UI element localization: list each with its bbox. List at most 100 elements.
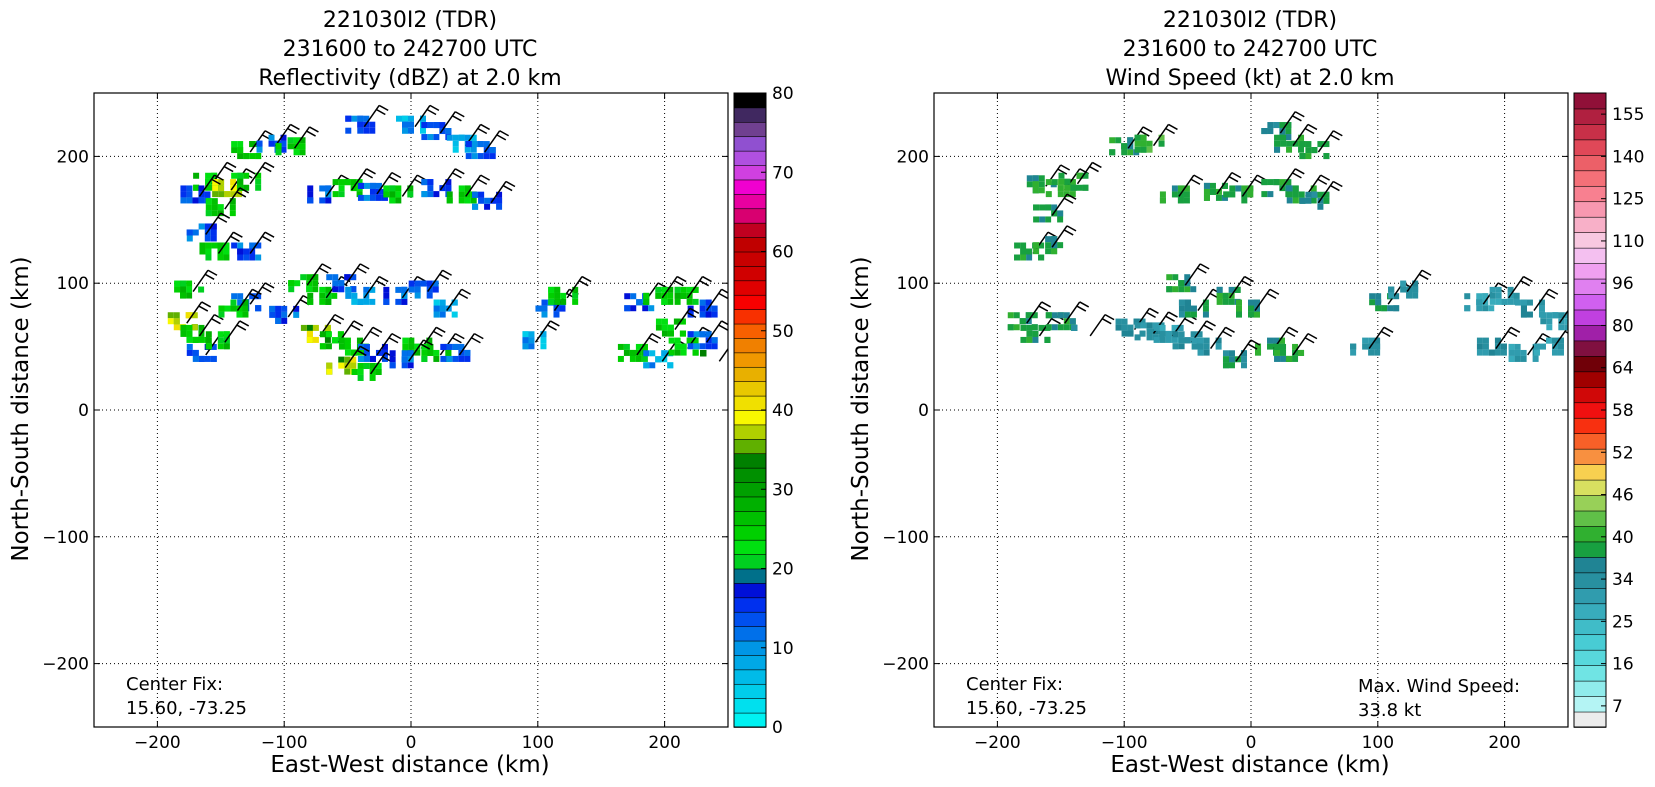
wind-colorbar-tick-label: 96: [1612, 274, 1634, 294]
reflectivity-echo-0-17: [472, 180, 516, 210]
wind-echo-1-10: [1178, 288, 1223, 318]
wind-colorbar-segment: [1573, 185, 1607, 203]
wind-colorbar-segment: [1573, 448, 1607, 465]
wind-colorbar-segment: [1573, 139, 1607, 156]
wind-colorbar-segment: [1573, 247, 1607, 264]
reflectivity-echo-0-21: [446, 123, 490, 153]
reflectivity-echo-0-15: [421, 168, 465, 198]
reflectivity-x-axis-label: East-West distance (km): [270, 752, 549, 778]
reflectivity-colorbar-segment: [733, 697, 767, 714]
reflectivity-echo-0-19: [396, 104, 440, 134]
reflectivity-colorbar-tick-label: 20: [772, 560, 794, 580]
wind-colorbar-segment: [1573, 432, 1607, 450]
wind-x-tick-label: 100: [1362, 733, 1394, 753]
reflectivity-echo-0-10: [231, 231, 275, 261]
reflectivity-colorbar-segment: [733, 467, 767, 483]
reflectivity-colorbar-segment: [733, 366, 767, 382]
wind-colorbar-segment: [1573, 340, 1607, 357]
reflectivity-center-fix-label: Center Fix:: [126, 674, 223, 695]
reflectivity-echo-1-35: [687, 320, 728, 350]
reflectivity-echo-1-36: [700, 347, 728, 362]
reflectivity-title-line-1: 221030I2 (TDR): [323, 8, 497, 33]
reflectivity-colorbar-segment: [733, 654, 767, 671]
reflectivity-colorbar-segment: [733, 683, 767, 699]
reflectivity-echo-1-10: [326, 263, 370, 293]
wind-echo-0-4: [1058, 161, 1102, 191]
wind-echo-1-3: [1071, 313, 1115, 337]
wind-echo-0-16: [1299, 130, 1343, 160]
reflectivity-x-tick-label: −100: [261, 733, 308, 753]
reflectivity-echo-1-8: [288, 263, 332, 293]
reflectivity-center-fix-value: 15.60, -73.25: [126, 698, 247, 719]
reflectivity-colorbar-tick-label: 80: [772, 84, 794, 104]
wind-colorbar-segment: [1573, 525, 1607, 543]
wind-echo-0-9: [1203, 171, 1242, 201]
wind-echo-1-17: [1388, 269, 1432, 299]
reflectivity-colorbar-segment: [733, 308, 767, 325]
wind-colorbar-segment: [1573, 664, 1607, 682]
wind-echo-0-5: [1033, 193, 1077, 223]
reflectivity-colorbar-segment: [733, 510, 767, 527]
wind-colorbar-segment: [1573, 108, 1607, 125]
wind-y-tick-label: 200: [897, 147, 929, 167]
reflectivity-echo-1-7: [269, 294, 313, 324]
reflectivity-colorbar-segment: [733, 135, 767, 152]
wind-echo-1-8: [1191, 326, 1235, 356]
reflectivity-x-tick-label: 0: [406, 733, 417, 753]
wind-colorbar-segment: [1573, 556, 1607, 574]
reflectivity-colorbar: 0 10 20 30 40 50 60 70 80: [733, 84, 794, 738]
wind-echo-0-1: [1134, 123, 1178, 153]
wind-echo-0-7: [1033, 225, 1077, 255]
wind-colorbar-segment: [1573, 170, 1607, 187]
wind-echo-0-8: [1159, 174, 1204, 204]
wind-center-fix-label: Center Fix:: [966, 674, 1063, 695]
wind-colorbar-segment: [1573, 695, 1607, 713]
wind-colorbar-tick-label: 80: [1612, 316, 1634, 336]
wind-colorbar-segment: [1573, 355, 1607, 373]
reflectivity-colorbar-segment: [733, 150, 767, 166]
wind-colorbar-segment: [1573, 200, 1607, 218]
reflectivity-colorbar-segment: [733, 337, 767, 354]
reflectivity-x-tick-label: −200: [134, 733, 181, 753]
reflectivity-colorbar-segment: [733, 207, 767, 224]
reflectivity-echo-1-24: [389, 339, 433, 369]
wind-colorbar-segment: [1573, 371, 1607, 388]
wind-colorbar-tick-label: 7: [1612, 697, 1623, 717]
wind-echo-1-14: [1274, 332, 1318, 362]
reflectivity-echo-0-8: [186, 212, 231, 242]
wind-colorbar-segment: [1573, 154, 1607, 172]
reflectivity-echo-0-16: [446, 174, 490, 204]
max-wind-speed-value: 33.8 kt: [1358, 700, 1421, 721]
reflectivity-echo-1-0: [174, 269, 218, 299]
reflectivity-colorbar-segment: [733, 236, 767, 253]
wind-colorbar-tick-label: 25: [1612, 612, 1634, 632]
reflectivity-echo-1-37: [655, 307, 700, 337]
wind-colorbar-segment: [1573, 572, 1607, 589]
wind-colorbar-segment: [1573, 293, 1607, 311]
reflectivity-echo-0-14: [383, 174, 427, 204]
wind-colorbar-segment: [1573, 510, 1607, 527]
reflectivity-colorbar-segment: [733, 222, 767, 238]
wind-center-fix-value: 15.60, -73.25: [966, 698, 1087, 719]
wind-y-tick-label: 100: [897, 274, 929, 294]
wind-echo-1-9: [1166, 263, 1210, 293]
wind-echo-0-14: [1261, 111, 1305, 141]
wind-colorbar-tick-label: 16: [1612, 655, 1634, 675]
reflectivity-echo-0-5: [231, 161, 275, 191]
wind-colorbar-segment: [1573, 711, 1607, 728]
reflectivity-panel: 221030I2 (TDR) 231600 to 242700 UTC Refl…: [8, 8, 794, 778]
wind-y-axis-label: North-South distance (km): [848, 256, 874, 561]
reflectivity-echo-1-4: [205, 320, 250, 350]
reflectivity-y-tick-label: −100: [42, 528, 89, 548]
reflectivity-colorbar-segment: [733, 597, 767, 613]
wind-colorbar-tick-label: 155: [1612, 105, 1644, 125]
wind-echo-1-0: [1007, 301, 1052, 331]
reflectivity-y-tick-label: 100: [57, 274, 89, 294]
wind-colorbar-segment: [1573, 587, 1607, 605]
reflectivity-echo-1-27: [522, 320, 560, 350]
reflectivity-echo-0-7: [205, 187, 250, 217]
wind-colorbar-segment: [1573, 680, 1607, 697]
wind-echo-1-24: [1533, 326, 1568, 356]
reflectivity-colorbar-segment: [733, 712, 767, 728]
